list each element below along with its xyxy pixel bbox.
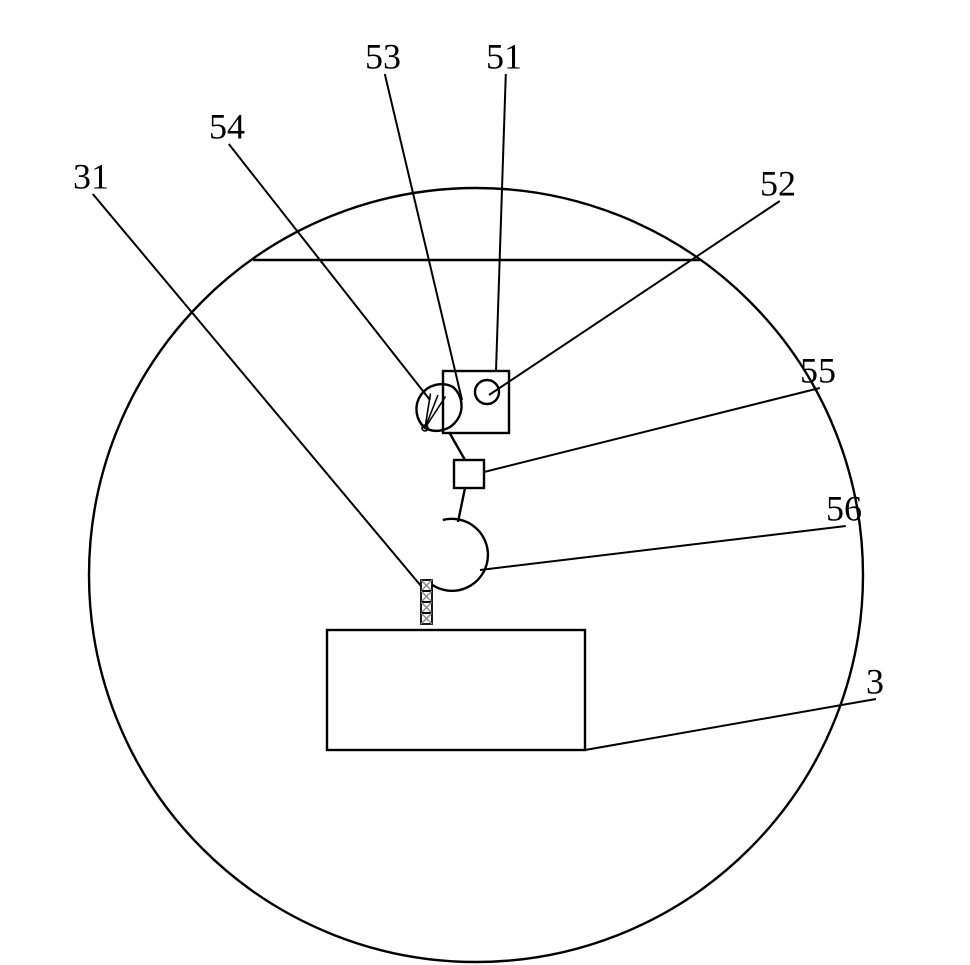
label-3: 3 [866, 662, 884, 702]
label-54: 54 [209, 107, 245, 147]
label-51: 51 [486, 37, 522, 77]
label-52: 52 [760, 164, 796, 204]
label-55: 55 [800, 351, 836, 391]
label-31: 31 [73, 157, 109, 197]
label-56: 56 [826, 489, 862, 529]
label-53: 53 [365, 37, 401, 77]
diagram-canvas: 3 31 51 52 53 54 55 56 [0, 0, 970, 965]
